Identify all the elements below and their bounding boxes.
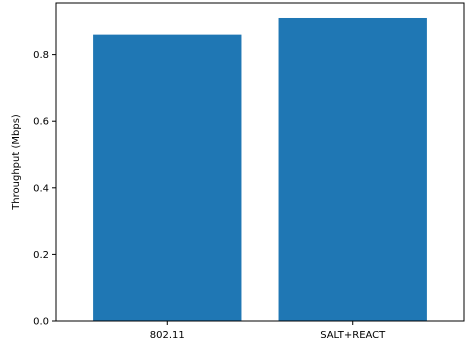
y-tick-label: 0.2 xyxy=(33,250,49,261)
x-tick-label: 802.11 xyxy=(150,330,185,341)
y-tick-label: 0.6 xyxy=(33,117,49,128)
plot-frame xyxy=(55,2,465,322)
x-ticks-group: 802.11 SALT+REACT xyxy=(150,321,386,341)
x-tick-label: SALT+REACT xyxy=(320,330,386,341)
bar-802-11 xyxy=(93,34,242,321)
y-tick-label: 0.0 xyxy=(33,317,49,328)
y-ticks-group: 0.0 0.2 0.4 0.6 0.8 xyxy=(33,50,56,328)
bars-group xyxy=(93,17,427,322)
y-tick-label: 0.8 xyxy=(33,50,49,61)
bar-salt-react xyxy=(278,17,427,322)
y-tick-label: 0.4 xyxy=(33,183,49,194)
y-axis-label: Throughput (Mbps) xyxy=(11,114,22,211)
